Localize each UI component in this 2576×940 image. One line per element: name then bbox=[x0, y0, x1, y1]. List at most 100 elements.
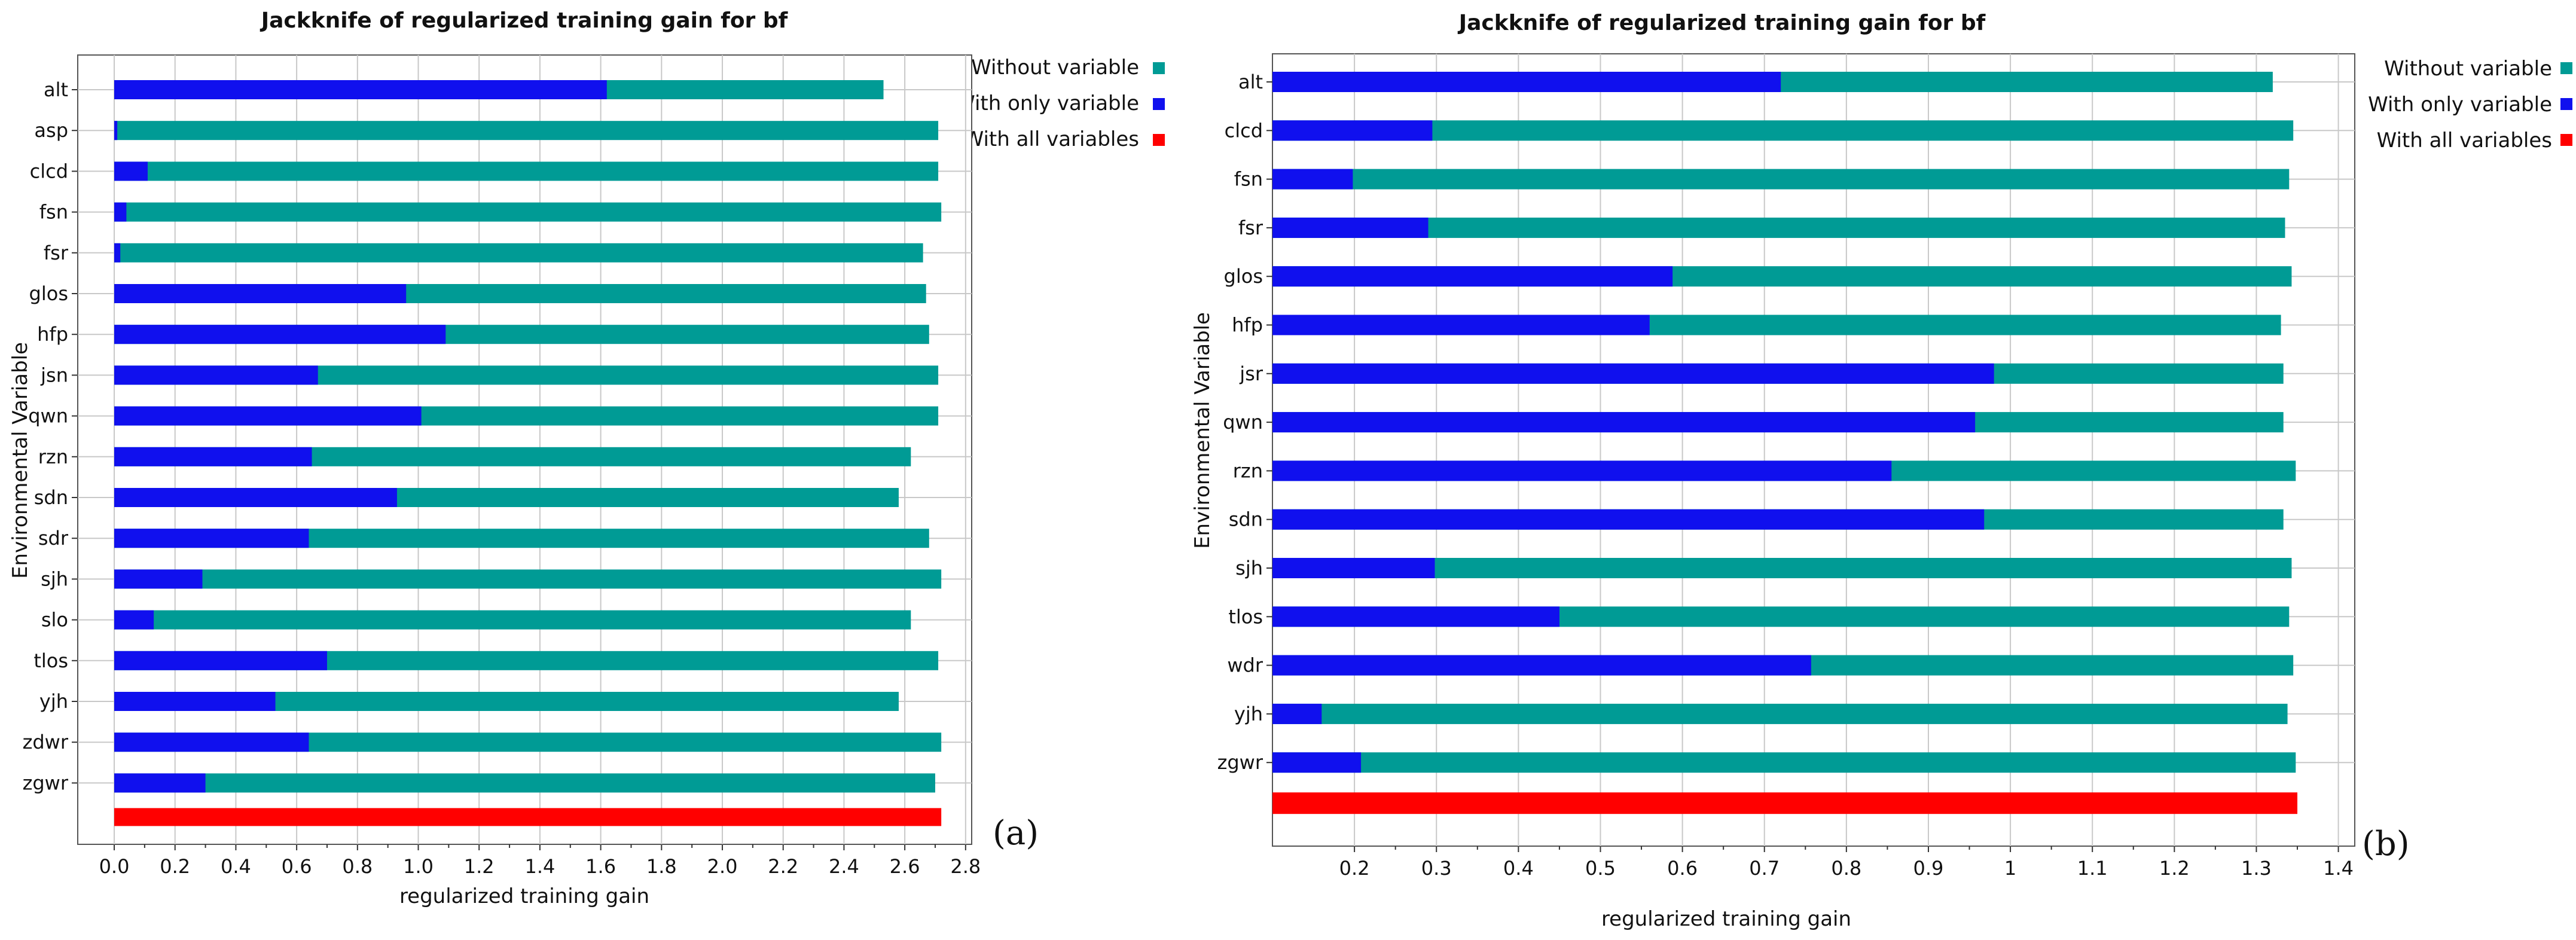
x-tick-label: 2.4 bbox=[829, 855, 859, 878]
bar-with-only-qwn bbox=[114, 406, 422, 426]
bar-with-all-variables bbox=[114, 808, 942, 826]
legend-b-with-all-label: With all variables bbox=[2377, 129, 2552, 152]
bar-with-only-clcd bbox=[114, 161, 148, 181]
y-tick-label-glos: glos bbox=[29, 282, 68, 305]
y-tick-label-slo: slo bbox=[41, 609, 68, 631]
bar-with-only-asp bbox=[114, 121, 118, 141]
panel-a-legend: Without variable With only variable With… bbox=[955, 56, 1165, 151]
bar-with-only-glos bbox=[114, 284, 407, 303]
bar-without-fsr bbox=[1272, 217, 2285, 238]
y-tick-label-alt: alt bbox=[1238, 71, 1263, 93]
x-tick-label: 0.2 bbox=[160, 855, 190, 878]
bar-with-only-zgwr bbox=[1272, 752, 1362, 773]
x-tick-label: 0.2 bbox=[1339, 857, 1370, 880]
bar-with-only-sdr bbox=[114, 529, 309, 548]
bar-without-sjh bbox=[114, 569, 942, 589]
y-tick-label-sdn: sdn bbox=[34, 486, 68, 509]
y-tick-label-clcd: clcd bbox=[1225, 119, 1263, 142]
bar-with-only-jsr bbox=[1272, 363, 1994, 384]
panel-a-xlabel: regularized training gain bbox=[399, 884, 649, 908]
bar-with-only-alt bbox=[1272, 72, 1781, 92]
panel-b-ylabel: Environmental Variable bbox=[1191, 312, 1214, 549]
legend-b-with-only-swatch bbox=[2560, 98, 2572, 110]
y-tick-label-wdr: wdr bbox=[1227, 654, 1263, 677]
bar-with-only-tlos bbox=[1272, 606, 1559, 627]
bar-with-only-glos bbox=[1272, 266, 1673, 287]
bar-with-only-hfp bbox=[114, 325, 446, 344]
x-tick-label: 0.0 bbox=[99, 855, 130, 878]
x-tick-label: 0.4 bbox=[221, 855, 251, 878]
legend-a-with-only-swatch bbox=[1153, 98, 1165, 110]
panel-b-title: Jackknife of regularized training gain f… bbox=[1457, 11, 1986, 35]
y-tick-label-alt: alt bbox=[44, 78, 68, 101]
bar-without-clcd bbox=[1272, 120, 2294, 141]
legend-b-without-swatch bbox=[2560, 62, 2572, 74]
x-tick-label: 1.3 bbox=[2241, 857, 2272, 880]
bar-without-sjh bbox=[1272, 558, 2292, 578]
legend-a-without-label: Without variable bbox=[971, 56, 1139, 80]
bar-with-only-sjh bbox=[1272, 558, 1435, 578]
bar-with-only-alt bbox=[114, 80, 607, 99]
bar-without-fsr bbox=[114, 243, 923, 263]
y-tick-label-yjh: yjh bbox=[1234, 703, 1263, 725]
panel-a-ylabel: Environmental Variable bbox=[8, 342, 32, 579]
x-tick-label: 0.4 bbox=[1503, 857, 1534, 880]
y-tick-label-jsn: jsn bbox=[40, 364, 68, 386]
y-tick-label-qwn: qwn bbox=[1223, 411, 1263, 434]
y-tick-label-asp: asp bbox=[34, 119, 68, 142]
bar-with-only-qwn bbox=[1272, 412, 1976, 433]
bar-with-only-jsn bbox=[114, 365, 318, 385]
y-tick-label-fsn: fsn bbox=[1234, 168, 1263, 191]
x-tick-label: 1.8 bbox=[646, 855, 677, 878]
x-tick-label: 0.5 bbox=[1585, 857, 1616, 880]
y-tick-label-fsr: fsr bbox=[1238, 216, 1263, 239]
bar-with-only-fsn bbox=[114, 202, 127, 222]
bar-with-only-hfp bbox=[1272, 315, 1650, 335]
y-tick-label-yjh: yjh bbox=[39, 690, 68, 713]
x-tick-label: 1 bbox=[2004, 857, 2016, 880]
x-tick-label: 1.4 bbox=[524, 855, 555, 878]
bar-with-only-tlos bbox=[114, 651, 327, 670]
x-tick-label: 1.2 bbox=[464, 855, 495, 878]
y-tick-label-fsr: fsr bbox=[44, 242, 69, 264]
x-tick-label: 2.6 bbox=[890, 855, 920, 878]
bar-with-only-fsr bbox=[114, 243, 121, 263]
y-tick-label-qwn: qwn bbox=[28, 405, 68, 428]
panel-b-label: (b) bbox=[2362, 825, 2410, 863]
bar-without-slo bbox=[114, 610, 911, 630]
x-tick-label: 1.0 bbox=[403, 855, 434, 878]
panel-a-title: Jackknife of regularized training gain f… bbox=[260, 8, 788, 33]
x-tick-label: 0.6 bbox=[1667, 857, 1698, 880]
y-tick-label-clcd: clcd bbox=[30, 160, 68, 182]
y-tick-label-sjh: sjh bbox=[1235, 557, 1263, 579]
panel-1-plot: 0.2 0.3 0.4 0.5 0.6 0.7 0.8 0.9 1 1.1 1.2 1.3 1.4 alt… bbox=[1217, 53, 2355, 880]
y-tick-label-glos: glos bbox=[1224, 265, 1263, 288]
y-tick-label-rzn: rzn bbox=[1233, 459, 1263, 482]
x-tick-label: 0.8 bbox=[342, 855, 373, 878]
legend-b-with-only-label: With only variable bbox=[2368, 93, 2552, 117]
bar-without-fsn bbox=[1272, 169, 2290, 190]
bar-without-yjh bbox=[1272, 703, 2288, 724]
y-tick-label-hfp: hfp bbox=[37, 323, 68, 346]
bar-with-only-wdr bbox=[1272, 655, 1811, 676]
bar-with-only-rzn bbox=[1272, 460, 1892, 481]
bar-with-only-sjh bbox=[114, 569, 203, 589]
y-tick-label-tlos: tlos bbox=[1228, 605, 1263, 628]
y-tick-label-sjh: sjh bbox=[41, 567, 68, 590]
x-tick-label: 1.6 bbox=[585, 855, 616, 878]
x-tick-label: 0.3 bbox=[1421, 857, 1452, 880]
bar-with-only-rzn bbox=[114, 447, 312, 466]
panel-b: Jackknife of regularized training gain f… bbox=[1191, 11, 2572, 931]
y-tick-label-zgwr: zgwr bbox=[1217, 751, 1263, 774]
y-tick-label-zgwr: zgwr bbox=[23, 771, 69, 794]
x-tick-label: 2.0 bbox=[707, 855, 738, 878]
legend-b-with-all-swatch bbox=[2560, 134, 2572, 146]
panel-0-plot: 0.0 0.2 0.4 0.6 0.8 1.0 1.2 1.4 1.6 1.8 2.0 2.2 2.4 2… bbox=[23, 54, 981, 878]
bar-without-fsn bbox=[114, 202, 942, 222]
bar-with-only-slo bbox=[114, 610, 154, 630]
legend-a-with-all-label: With all variables bbox=[964, 127, 1139, 151]
y-tick-label-fsn: fsn bbox=[39, 201, 68, 224]
y-tick-label-jsr: jsr bbox=[1239, 362, 1263, 385]
